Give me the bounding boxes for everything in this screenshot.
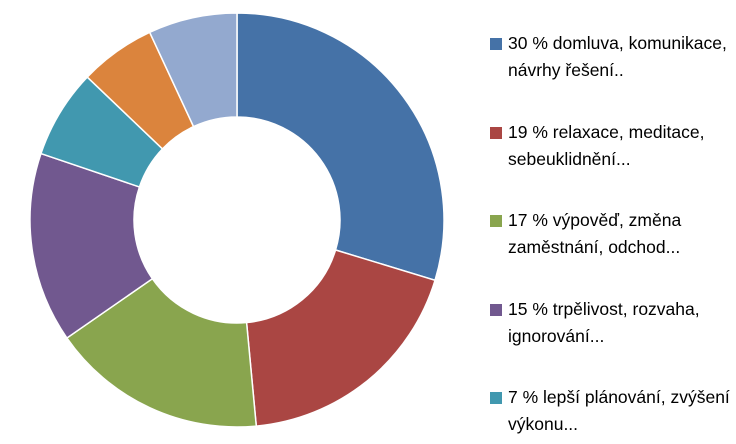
- donut-slice-2: [245, 249, 436, 427]
- donut-slice-1: [236, 12, 445, 282]
- donut-slice-4: [29, 152, 154, 340]
- donut-slice-3: [65, 277, 258, 428]
- legend-swatch-5: [490, 392, 502, 404]
- legend-label-1: 30 % domluva, komunikace, návrhy řešení.…: [508, 33, 727, 80]
- donut-slice-7: [148, 12, 238, 128]
- legend-swatch-1: [490, 38, 502, 50]
- legend-label-2: 19 % relaxace, meditace, sebeuklidnění..…: [508, 122, 705, 169]
- legend-label-5: 7 % lepší plánování, zvýšení výkonu...: [508, 387, 730, 434]
- legend-swatch-3: [490, 215, 502, 227]
- legend-label-3: 17 % výpověď, změna zaměstnání, odchod..…: [508, 210, 682, 257]
- legend-swatch-2: [490, 127, 502, 139]
- legend-swatch-4: [490, 304, 502, 316]
- legend-label-4: 15 % trpělivost, rozvaha, ignorování...: [508, 299, 700, 346]
